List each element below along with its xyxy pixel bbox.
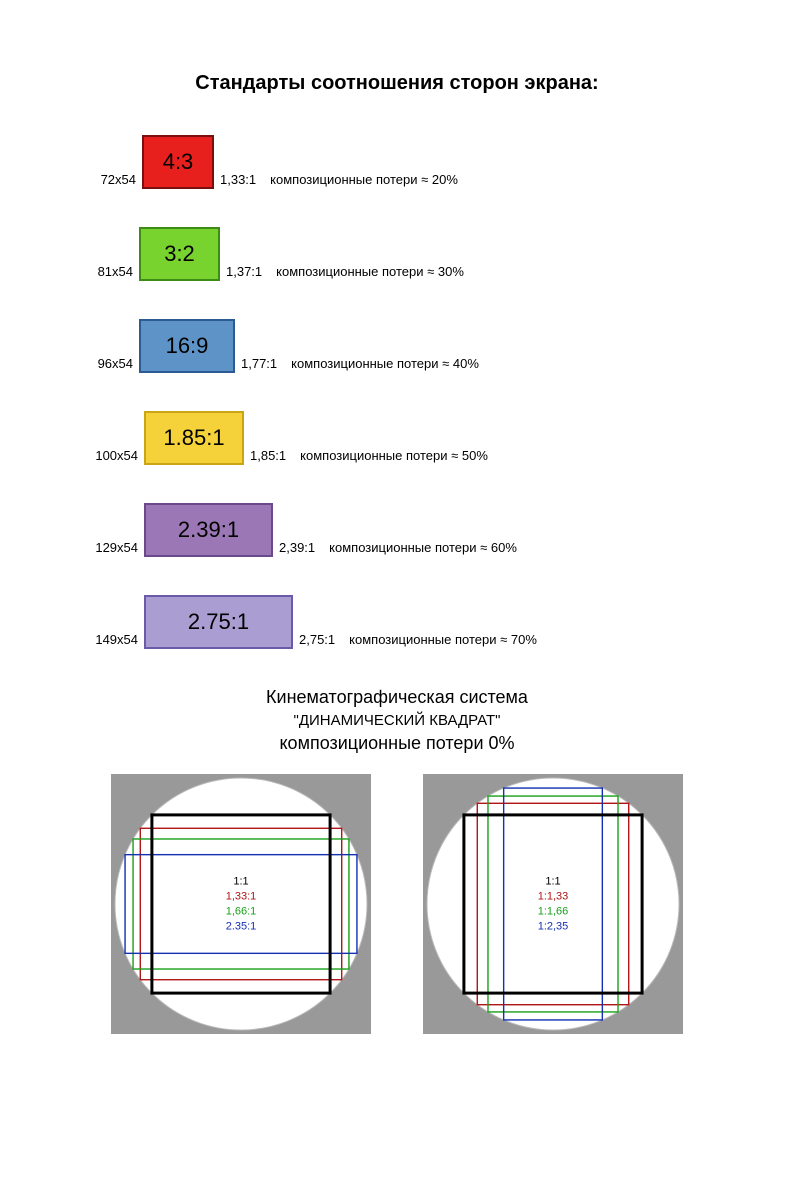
ratio-decimal-label: 2,39:1 bbox=[279, 540, 315, 557]
ratio-list: 72x54 4:3 1,33:1 композиционные потери ≈ 20… bbox=[0, 135, 794, 649]
ratio-box: 3:2 bbox=[139, 227, 220, 281]
dimension-label: 149x54 bbox=[88, 632, 138, 649]
loss-label: композиционные потери ≈ 40% bbox=[291, 356, 479, 373]
ratio-decimal-label: 2,75:1 bbox=[299, 632, 335, 649]
dimension-label: 96x54 bbox=[88, 356, 133, 373]
ratio-decimal-label: 1,37:1 bbox=[226, 264, 262, 281]
loss-label: композиционные потери ≈ 70% bbox=[349, 632, 537, 649]
legend-item: 1:2,35 bbox=[538, 919, 569, 934]
legend-item: 1,66:1 bbox=[226, 904, 257, 919]
diagram-portrait: 1:11:1,331:1,661:2,35 bbox=[423, 774, 683, 1034]
diagrams-row: 1:11,33:11,66:12.35:1 1:11:1,331:1,661:2… bbox=[0, 774, 794, 1034]
loss-label: композиционные потери ≈ 30% bbox=[276, 264, 464, 281]
ratio-decimal-label: 1,85:1 bbox=[250, 448, 286, 465]
legend-item: 1,33:1 bbox=[226, 889, 257, 904]
legend-item: 1:1 bbox=[226, 874, 257, 889]
diagram-landscape: 1:11,33:11,66:12.35:1 bbox=[111, 774, 371, 1034]
section2-line1: Кинематографическая система bbox=[0, 687, 794, 708]
legend-item: 1:1 bbox=[538, 874, 569, 889]
ratio-box: 2.39:1 bbox=[144, 503, 273, 557]
ratio-decimal-label: 1,77:1 bbox=[241, 356, 277, 373]
diagram-legend: 1:11:1,331:1,661:2,35 bbox=[538, 874, 569, 933]
dimension-label: 100x54 bbox=[88, 448, 138, 465]
dimension-label: 81x54 bbox=[88, 264, 133, 281]
ratio-box: 4:3 bbox=[142, 135, 214, 189]
loss-label: композиционные потери ≈ 60% bbox=[329, 540, 517, 557]
ratio-row: 149x54 2.75:1 2,75:1 композиционные потери … bbox=[0, 595, 794, 649]
loss-label: композиционные потери ≈ 50% bbox=[300, 448, 488, 465]
ratio-row: 129x54 2.39:1 2,39:1 композиционные потери … bbox=[0, 503, 794, 557]
ratio-box: 16:9 bbox=[139, 319, 235, 373]
dynamic-square-section: Кинематографическая система "ДИНАМИЧЕСКИ… bbox=[0, 687, 794, 754]
dimension-label: 129x54 bbox=[88, 540, 138, 557]
section2-line2: "ДИНАМИЧЕСКИЙ КВАДРАТ" bbox=[0, 712, 794, 729]
ratio-decimal-label: 1,33:1 bbox=[220, 172, 256, 189]
ratio-row: 72x54 4:3 1,33:1 композиционные потери ≈ 20… bbox=[0, 135, 794, 189]
dimension-label: 72x54 bbox=[88, 172, 136, 189]
ratio-box: 1.85:1 bbox=[144, 411, 244, 465]
legend-item: 1:1,33 bbox=[538, 889, 569, 904]
page-title: Стандарты соотношения сторон экрана: bbox=[0, 72, 794, 95]
legend-item: 1:1,66 bbox=[538, 904, 569, 919]
ratio-row: 96x54 16:9 1,77:1 композиционные потери ≈ 4… bbox=[0, 319, 794, 373]
ratio-row: 100x54 1.85:1 1,85:1 композиционные потери … bbox=[0, 411, 794, 465]
diagram-legend: 1:11,33:11,66:12.35:1 bbox=[226, 874, 257, 933]
legend-item: 2.35:1 bbox=[226, 919, 257, 934]
ratio-row: 81x54 3:2 1,37:1 композиционные потери ≈ 30… bbox=[0, 227, 794, 281]
loss-label: композиционные потери ≈ 20% bbox=[270, 172, 458, 189]
section2-line3: композиционные потери 0% bbox=[0, 733, 794, 754]
ratio-box: 2.75:1 bbox=[144, 595, 293, 649]
